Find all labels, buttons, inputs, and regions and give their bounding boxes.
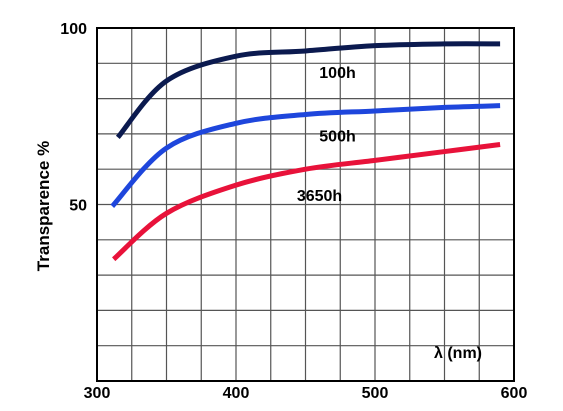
x-tick-label: 600 bbox=[501, 385, 528, 402]
plot-frame bbox=[96, 27, 515, 382]
grid bbox=[97, 28, 514, 381]
series-lines bbox=[110, 41, 501, 262]
y-tick-label: 50 bbox=[69, 198, 87, 215]
series-label: 3650h bbox=[297, 188, 342, 205]
tick-labels: 300 400 500 600 50 100 bbox=[60, 21, 527, 402]
y-tick-label: 100 bbox=[60, 21, 87, 38]
x-tick-label: 300 bbox=[84, 385, 111, 402]
x-tick-label: 400 bbox=[223, 385, 250, 402]
series-line-500h bbox=[110, 103, 501, 208]
series-line-3650h bbox=[112, 142, 501, 262]
y-axis-label: Transparence % bbox=[34, 141, 53, 271]
x-axis-label: λ (nm) bbox=[434, 345, 482, 362]
series-line-100h bbox=[115, 41, 501, 140]
series-label: 100h bbox=[319, 65, 355, 82]
series-label: 500h bbox=[319, 128, 355, 145]
series-labels: 100h 500h 3650h bbox=[297, 65, 356, 205]
x-tick-label: 500 bbox=[362, 385, 389, 402]
